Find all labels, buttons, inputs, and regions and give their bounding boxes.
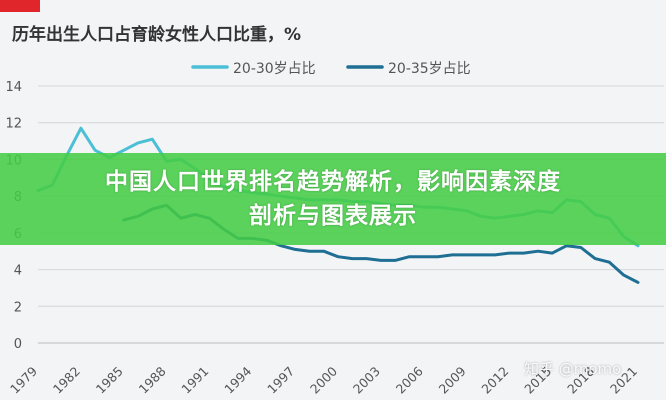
x-tick-label: 1982 — [50, 364, 83, 397]
banner-line-2: 剖析与图表展示 — [249, 203, 417, 229]
banner-line-1: 中国人口世界排名趋势解析，影响因素深度 — [105, 169, 561, 195]
y-tick-label: 2 — [14, 300, 22, 315]
x-tick-label: 1988 — [136, 363, 169, 396]
x-tick-label: 2003 — [350, 364, 383, 397]
x-tick-label: 1997 — [264, 364, 297, 397]
x-tick-label: 2006 — [393, 363, 426, 396]
x-tick-label: 1979 — [7, 363, 40, 396]
y-tick-label: 0 — [14, 337, 22, 352]
overlay-banner: 中国人口世界排名趋势解析，影响因素深度 剖析与图表展示 — [0, 153, 666, 245]
legend: 20-30岁占比 20-35岁占比 — [191, 61, 471, 77]
x-tick-label: 2009 — [436, 363, 469, 396]
x-tick-label: 1994 — [221, 363, 254, 396]
chart-title: 历年出生人口占育龄女性人口比重，% — [12, 24, 301, 45]
x-tick-label: 1985 — [93, 364, 126, 397]
x-tick-label: 2012 — [478, 364, 511, 397]
y-tick-label: 12 — [5, 117, 22, 132]
x-tick-label: 1991 — [178, 364, 211, 397]
y-tick-label: 4 — [14, 264, 22, 279]
y-tick-label: 14 — [5, 80, 22, 95]
legend-label-20-35: 20-35岁占比 — [388, 61, 471, 77]
watermark: 知乎 @momo — [524, 360, 622, 378]
legend-label-20-30: 20-30岁占比 — [233, 61, 316, 77]
x-tick-label: 2000 — [307, 363, 340, 396]
red-corner-tab — [0, 0, 40, 12]
